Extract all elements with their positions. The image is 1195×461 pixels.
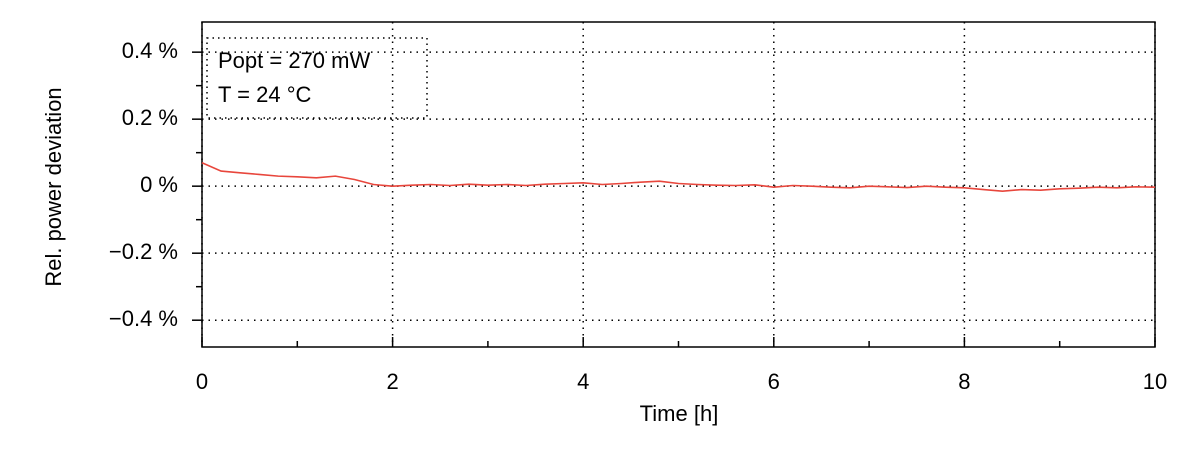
annotation: Popt = 270 mW bbox=[218, 48, 370, 73]
x-tick-label: 8 bbox=[958, 369, 970, 394]
y-tick-label: −0.4 % bbox=[109, 306, 178, 331]
x-tick-label: 2 bbox=[386, 369, 398, 394]
annotation: T = 24 °C bbox=[218, 82, 311, 107]
y-tick-label: 0.2 % bbox=[122, 105, 178, 130]
x-tick-label: 6 bbox=[768, 369, 780, 394]
y-axis-label: Rel. power deviation bbox=[41, 87, 66, 286]
y-tick-label: −0.2 % bbox=[109, 239, 178, 264]
x-tick-label: 10 bbox=[1143, 369, 1167, 394]
x-tick-label: 4 bbox=[577, 369, 589, 394]
y-tick-label: 0.4 % bbox=[122, 38, 178, 63]
annotation-box bbox=[206, 37, 428, 119]
x-axis-label: Time [h] bbox=[640, 401, 719, 426]
y-tick-label: 0 % bbox=[140, 172, 178, 197]
x-tick-label: 0 bbox=[196, 369, 208, 394]
data-line bbox=[201, 161, 1156, 193]
